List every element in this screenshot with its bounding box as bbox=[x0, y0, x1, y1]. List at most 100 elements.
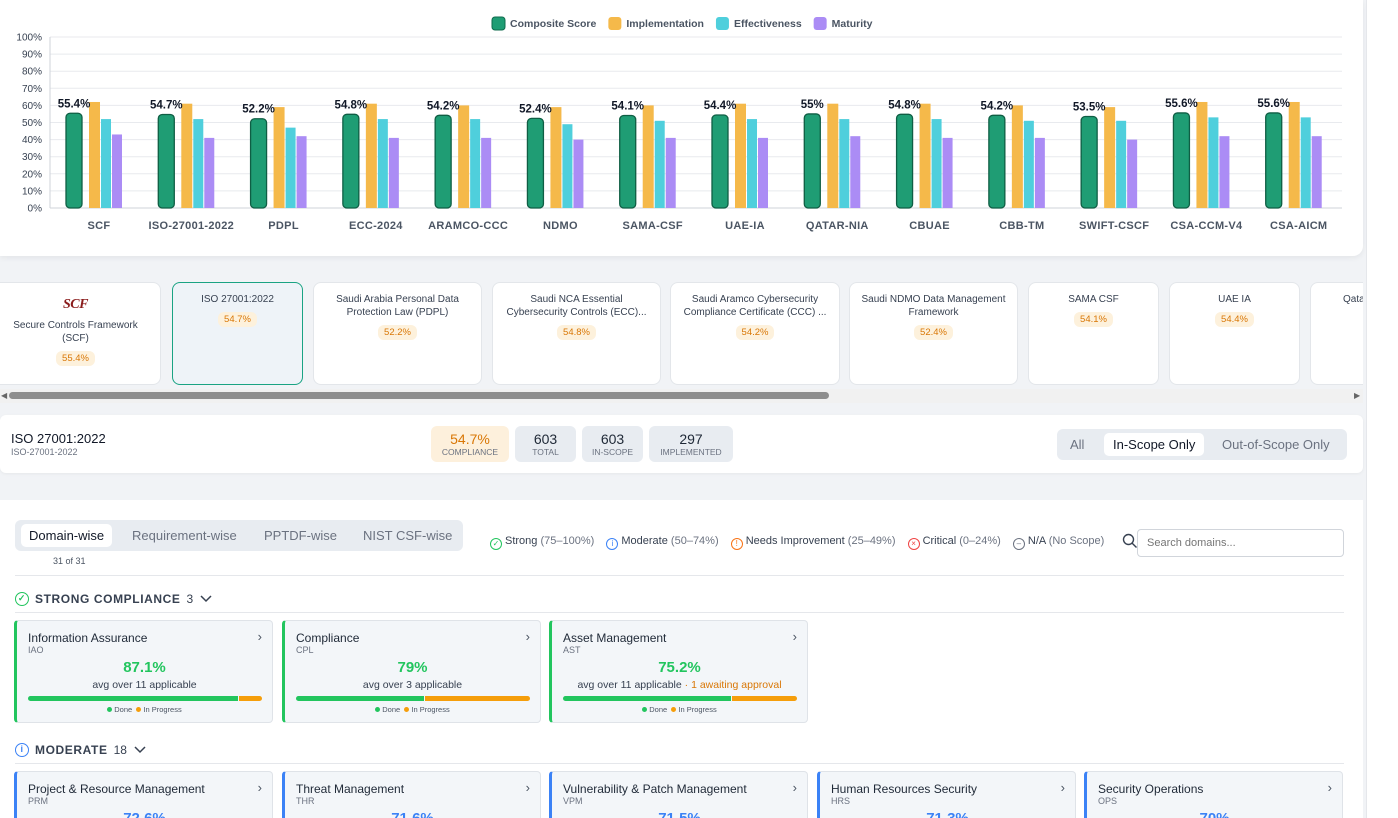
framework-card-pdpl[interactable]: Saudi Arabia Personal Data Protection La… bbox=[313, 282, 482, 385]
bar-effectiveness bbox=[1300, 117, 1311, 208]
y-tick-label: 60% bbox=[22, 101, 42, 112]
domain-name: Information Assurance bbox=[28, 631, 148, 645]
x-tick-label: CBB-TM bbox=[999, 220, 1044, 232]
search-icon bbox=[1122, 533, 1137, 548]
legend-range: (25–49%) bbox=[847, 535, 896, 547]
scf-logo: SCF bbox=[63, 297, 88, 312]
tab-pptdf-wise[interactable]: PPTDF-wise bbox=[264, 528, 337, 543]
scope-all-button[interactable]: All bbox=[1070, 437, 1085, 452]
domain-avg: avg over 11 applicable · 1 awaiting appr… bbox=[552, 679, 807, 691]
bar-effectiveness bbox=[931, 119, 942, 208]
framework-card-pct: 54.4% bbox=[1215, 312, 1254, 327]
domain-avg-text: avg over 11 applicable bbox=[577, 679, 682, 691]
scope-out-of-scope-button[interactable]: Out-of-Scope Only bbox=[1222, 437, 1330, 452]
selected-framework-code: ISO-27001-2022 bbox=[11, 447, 78, 457]
x-tick-label: CBUAE bbox=[909, 220, 950, 232]
chevron-right-icon[interactable]: › bbox=[1327, 780, 1332, 795]
chevron-right-icon[interactable]: › bbox=[1060, 780, 1065, 795]
legend-range: (No Scope) bbox=[1048, 535, 1105, 547]
y-tick-label: 0% bbox=[28, 204, 43, 215]
domain-name: Vulnerability & Patch Management bbox=[563, 782, 747, 796]
framework-card-pct: 52.4% bbox=[914, 325, 953, 340]
framework-card-iso-27001[interactable]: ISO 27001:2022 54.7% bbox=[172, 282, 303, 385]
bar-composite-score bbox=[1172, 112, 1191, 209]
bar-implementation bbox=[89, 101, 100, 208]
horizontal-scrollbar[interactable]: ◀ ▶ bbox=[0, 389, 1363, 403]
tab-requirement-wise[interactable]: Requirement-wise bbox=[132, 528, 237, 543]
framework-card-name: UAE IA bbox=[1218, 294, 1251, 305]
bar-effectiveness bbox=[1023, 120, 1034, 208]
domain-avg-text: avg over 11 applicable bbox=[92, 679, 197, 691]
framework-card-aramco-ccc[interactable]: Saudi Aramco Cybersecurity Compliance Ce… bbox=[670, 282, 840, 385]
group-strong-compliance-header[interactable]: ✓ STRONG COMPLIANCE 3 bbox=[15, 592, 213, 606]
scope-filter-toggle: All In-Scope Only Out-of-Scope Only bbox=[1057, 429, 1347, 460]
search-input[interactable] bbox=[1137, 529, 1344, 557]
y-tick-label: 100% bbox=[16, 33, 42, 44]
chevron-right-icon[interactable]: › bbox=[257, 629, 262, 644]
domain-card-vulnerability-patch-management[interactable]: Vulnerability & Patch Management VPM › 7… bbox=[549, 771, 808, 818]
framework-card-sama-csf[interactable]: SAMA CSF 54.1% bbox=[1028, 282, 1159, 385]
in-progress-segment bbox=[238, 696, 262, 701]
chevron-down-icon[interactable] bbox=[199, 594, 213, 604]
framework-card-scf[interactable]: SCF Secure Controls Framework (SCF) 55.4… bbox=[0, 282, 161, 385]
chevron-right-icon[interactable]: › bbox=[525, 780, 530, 795]
scroll-right-arrow-icon[interactable]: ▶ bbox=[1354, 391, 1361, 400]
chevron-right-icon[interactable]: › bbox=[792, 629, 797, 644]
framework-card-pct: 54.8% bbox=[557, 325, 596, 340]
domain-card-threat-management[interactable]: Threat Management THR › 71.6% bbox=[282, 771, 541, 818]
bar-maturity bbox=[1127, 139, 1138, 208]
bar-composite-score bbox=[895, 113, 914, 209]
scroll-left-arrow-icon[interactable]: ◀ bbox=[1, 391, 8, 400]
stat-value: 603 bbox=[600, 431, 625, 447]
framework-card-qatar[interactable]: Qata 5 bbox=[1310, 282, 1363, 385]
bar-composite-score bbox=[526, 117, 545, 209]
tab-domain-wise[interactable]: Domain-wise bbox=[21, 524, 113, 547]
framework-card-ndmo[interactable]: Saudi NDMO Data Management Framework 52.… bbox=[849, 282, 1018, 385]
domain-name: Human Resources Security bbox=[831, 782, 978, 796]
x-tick-label: ARAMCO-CCC bbox=[428, 220, 508, 232]
x-tick-label: CSA-CCM-V4 bbox=[1170, 220, 1243, 232]
framework-card-name: Saudi NCA Essential Cybersecurity Contro… bbox=[506, 294, 647, 318]
bar-implementation bbox=[550, 107, 562, 208]
chevron-down-icon[interactable] bbox=[133, 745, 147, 755]
progress-legend: Done In Progress bbox=[285, 705, 540, 714]
scroll-thumb[interactable] bbox=[9, 392, 829, 399]
bar-maturity bbox=[112, 134, 122, 208]
progress-dot-icon bbox=[136, 707, 142, 712]
bar-maturity bbox=[1034, 137, 1045, 208]
framework-cards-strip[interactable]: SCF Secure Controls Framework (SCF) 55.4… bbox=[0, 282, 1363, 386]
legend-needs-improvement: ! Needs Improvement (25–49%) bbox=[730, 535, 896, 550]
domain-count: 31 of 31 bbox=[53, 556, 86, 566]
chevron-right-icon[interactable]: › bbox=[792, 780, 797, 795]
data-label: 54.2% bbox=[981, 100, 1014, 112]
progress-label: In Progress bbox=[143, 705, 182, 714]
chevron-right-icon[interactable]: › bbox=[257, 780, 262, 795]
domain-card-project-resource-management[interactable]: Project & Resource Management PRM › 72.6… bbox=[14, 771, 273, 818]
domain-card-asset-management[interactable]: Asset Management AST › 75.2% avg over 11… bbox=[549, 620, 808, 723]
bar-maturity bbox=[942, 137, 953, 208]
status-legend: ✓ Strong (75–100%) i Moderate (50–74%) ! Ne… bbox=[490, 535, 1113, 550]
x-tick-label: SCF bbox=[88, 220, 111, 232]
x-tick-label: ISO-27001-2022 bbox=[149, 220, 235, 232]
domain-code: AST bbox=[563, 645, 581, 655]
domain-card-security-operations[interactable]: Security Operations OPS › 70% bbox=[1084, 771, 1343, 818]
domain-card-human-resources-security[interactable]: Human Resources Security HRS › 71.3% bbox=[817, 771, 1076, 818]
framework-card-ecc[interactable]: Saudi NCA Essential Cybersecurity Contro… bbox=[492, 282, 661, 385]
bar-implementation bbox=[735, 103, 746, 208]
domain-card-compliance[interactable]: Compliance CPL › 79% avg over 3 applicab… bbox=[282, 620, 541, 723]
bar-implementation bbox=[1104, 107, 1116, 208]
framework-card-pct: 54.2% bbox=[735, 325, 775, 340]
chevron-right-icon[interactable]: › bbox=[525, 629, 530, 644]
data-label: 54.4% bbox=[704, 100, 737, 112]
group-moderate-header[interactable]: i MODERATE 18 bbox=[15, 743, 147, 757]
bar-effectiveness bbox=[654, 120, 665, 208]
domain-code: CPL bbox=[296, 645, 314, 655]
tab-nist-csf-wise[interactable]: NIST CSF-wise bbox=[363, 528, 453, 543]
data-label: 55% bbox=[801, 99, 824, 111]
framework-card-pct: 54.1% bbox=[1074, 312, 1113, 327]
scope-in-scope-button[interactable]: In-Scope Only bbox=[1104, 433, 1205, 456]
x-circle-icon: × bbox=[907, 538, 920, 550]
domain-card-information-assurance[interactable]: Information Assurance IAO › 87.1% avg ov… bbox=[14, 620, 273, 723]
framework-card-uae-ia[interactable]: UAE IA 54.4% bbox=[1169, 282, 1300, 385]
bar-composite-score bbox=[619, 114, 637, 209]
